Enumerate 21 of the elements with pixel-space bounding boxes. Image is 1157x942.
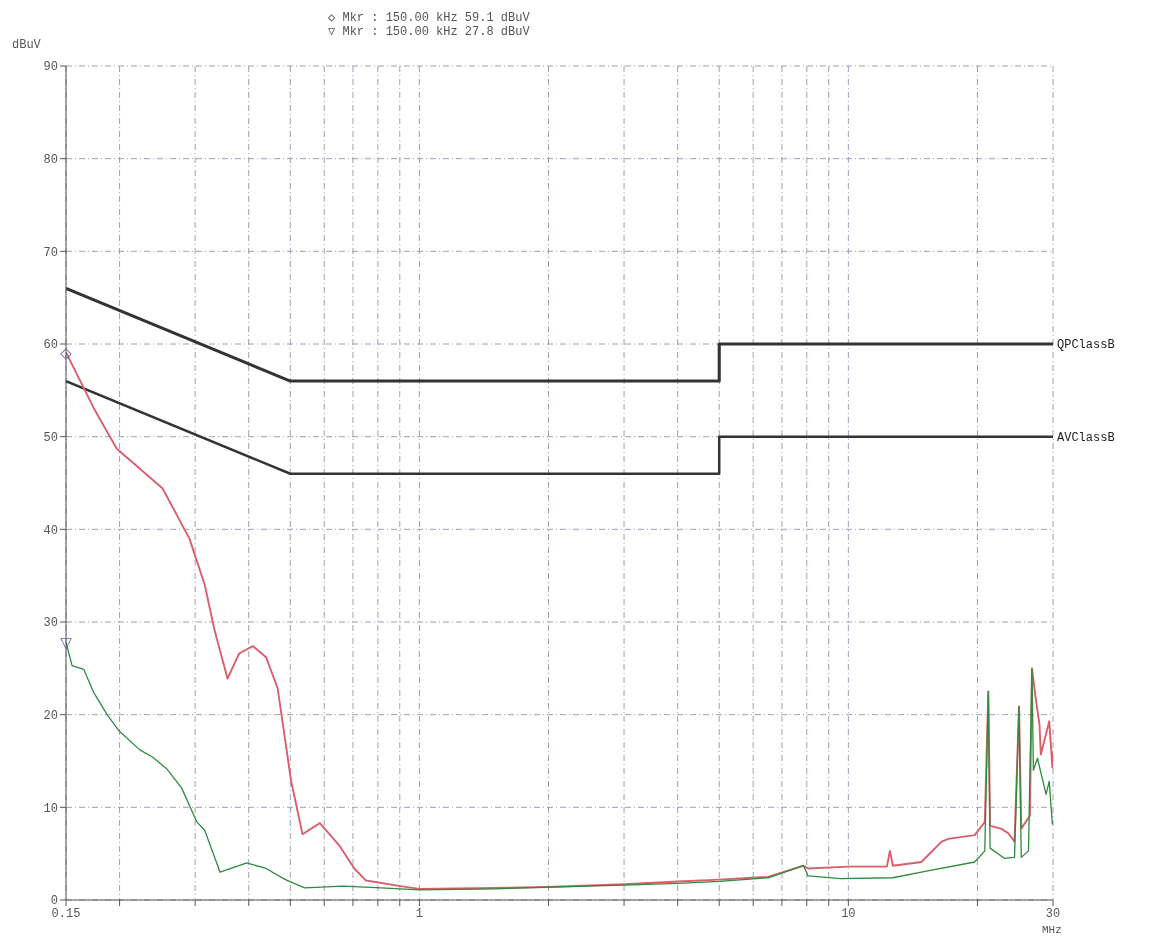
text: ◇ Mkr : 150.00 kHz 59.1 dBuV (328, 10, 530, 25)
y-tick-label: 90 (43, 60, 58, 75)
y-tick-label: 40 (43, 523, 58, 538)
x-tick-label: 30 (1045, 906, 1061, 921)
y-tick-label: 80 (43, 152, 58, 167)
y-tick-label: 10 (43, 801, 58, 816)
y-axis-title: dBuV (12, 38, 41, 52)
series-label: AVClassB (1057, 430, 1115, 445)
y-tick-label: 50 (43, 430, 58, 445)
x-tick-label: 10 (841, 906, 856, 921)
y-tick-label: 0 (50, 894, 58, 909)
y-tick-label: 20 (43, 708, 58, 723)
x-tick-label: 1 (415, 906, 424, 921)
x-tick-label: 0.15 (51, 906, 81, 921)
annotation: ◇ (60, 343, 73, 362)
y-tick-label: 70 (43, 245, 58, 260)
y-tick-label: 30 (43, 616, 58, 631)
x-axis-title: MHz (1042, 924, 1062, 936)
y-tick-label: 60 (43, 338, 58, 353)
text: ▽ Mkr : 150.00 kHz 27.8 dBuV (328, 24, 530, 39)
series-label: QPClassB (1057, 338, 1115, 352)
